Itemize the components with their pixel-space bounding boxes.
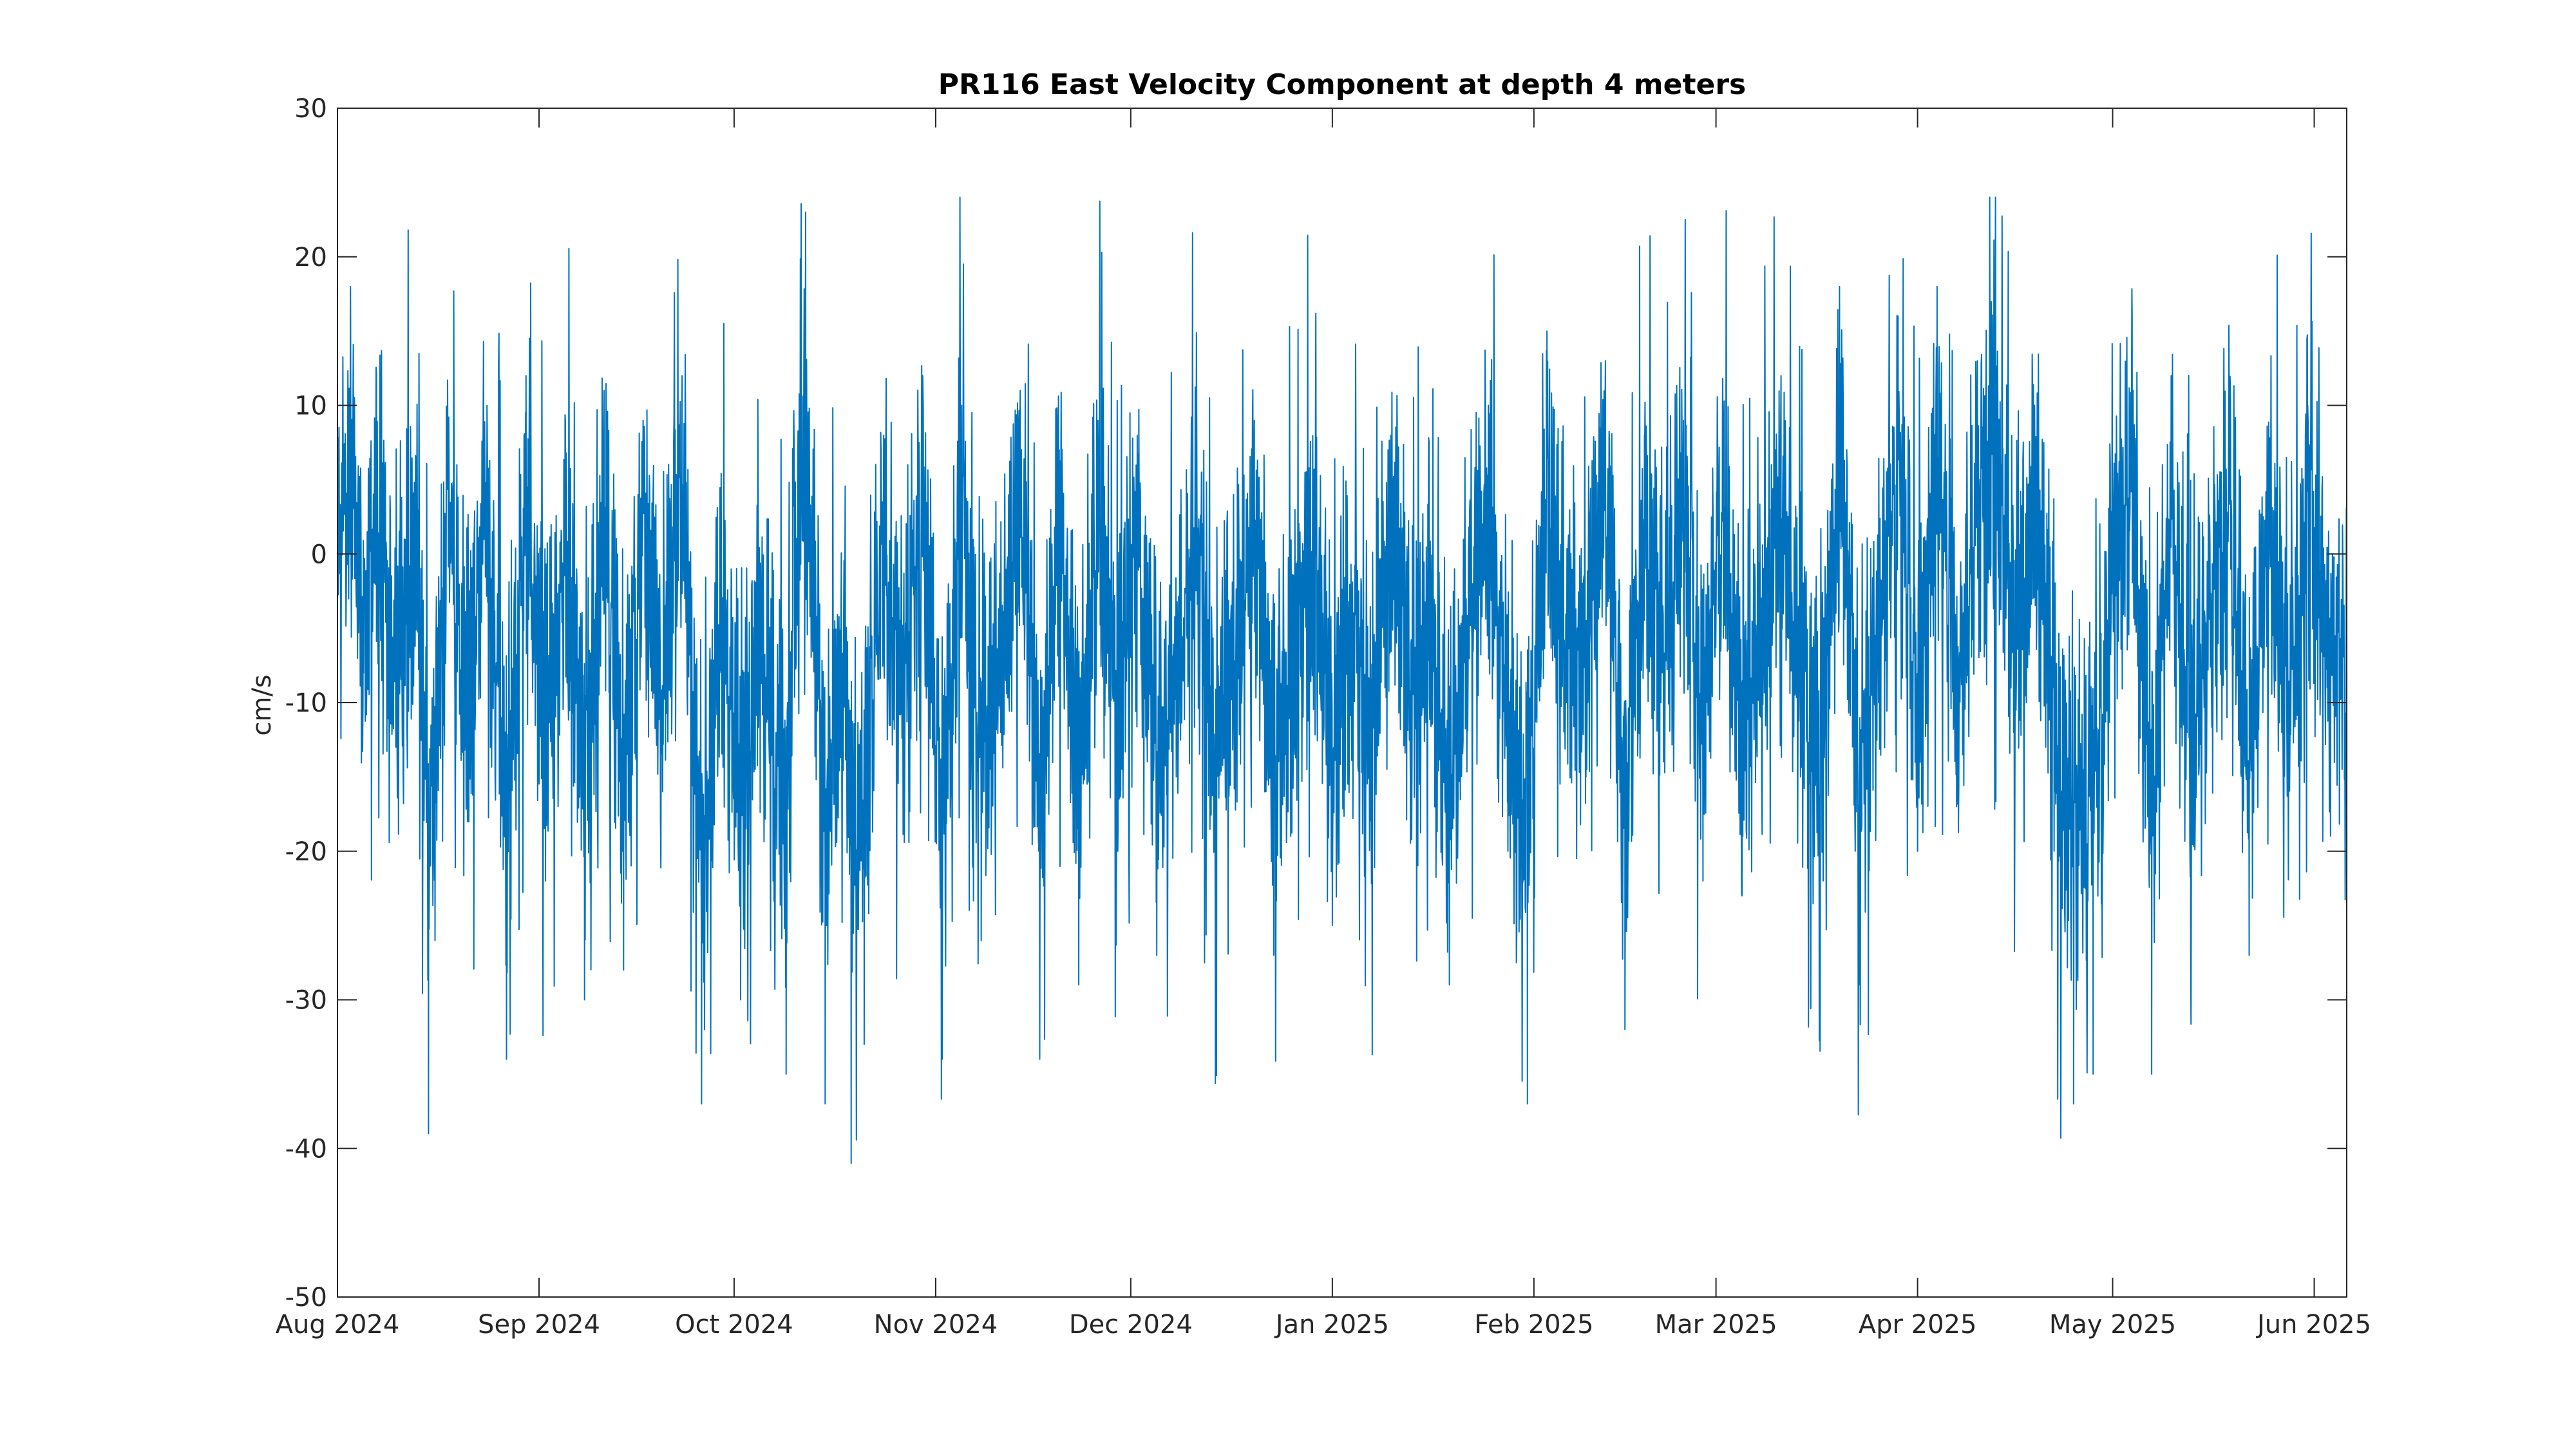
x-axis-ticks: Aug 2024 Sep 2024 Oct 2024 Nov 2024 Dec 2024… [276, 108, 2371, 1340]
y-tick-label: -40 [285, 1134, 327, 1164]
axes-box [337, 108, 2347, 1298]
x-tick-label: Jun 2025 [2255, 1310, 2371, 1340]
chart-title: PR116 East Velocity Component at depth 4… [938, 68, 1746, 101]
y-axis-ticks: 30 20 10 0 -10 -20 -30 -40 -50 [285, 94, 2347, 1312]
y-tick-label: -30 [285, 986, 327, 1016]
y-tick-label: -50 [285, 1283, 327, 1312]
y-axis-label: cm/s [247, 674, 277, 735]
y-tick-label: -10 [285, 688, 327, 718]
x-tick-label: Oct 2024 [675, 1310, 793, 1340]
x-tick-label: May 2025 [2049, 1310, 2176, 1340]
x-tick-label: Dec 2024 [1069, 1310, 1193, 1340]
x-tick-label: Aug 2024 [276, 1310, 400, 1340]
y-tick-label: 20 [294, 243, 327, 272]
y-tick-label: 30 [294, 94, 327, 124]
y-tick-label: 10 [294, 392, 327, 421]
y-tick-label: 0 [311, 540, 327, 569]
x-tick-label: Apr 2025 [1859, 1310, 1977, 1340]
y-tick-label: -20 [285, 837, 327, 867]
plot-area [337, 196, 2347, 1164]
x-tick-label: Nov 2024 [874, 1310, 998, 1340]
x-tick-label: Sep 2024 [478, 1310, 600, 1340]
x-tick-label: Jan 2025 [1274, 1310, 1389, 1340]
x-tick-label: Mar 2025 [1655, 1310, 1777, 1340]
series-line [337, 196, 2347, 1164]
x-tick-label: Feb 2025 [1474, 1310, 1593, 1340]
